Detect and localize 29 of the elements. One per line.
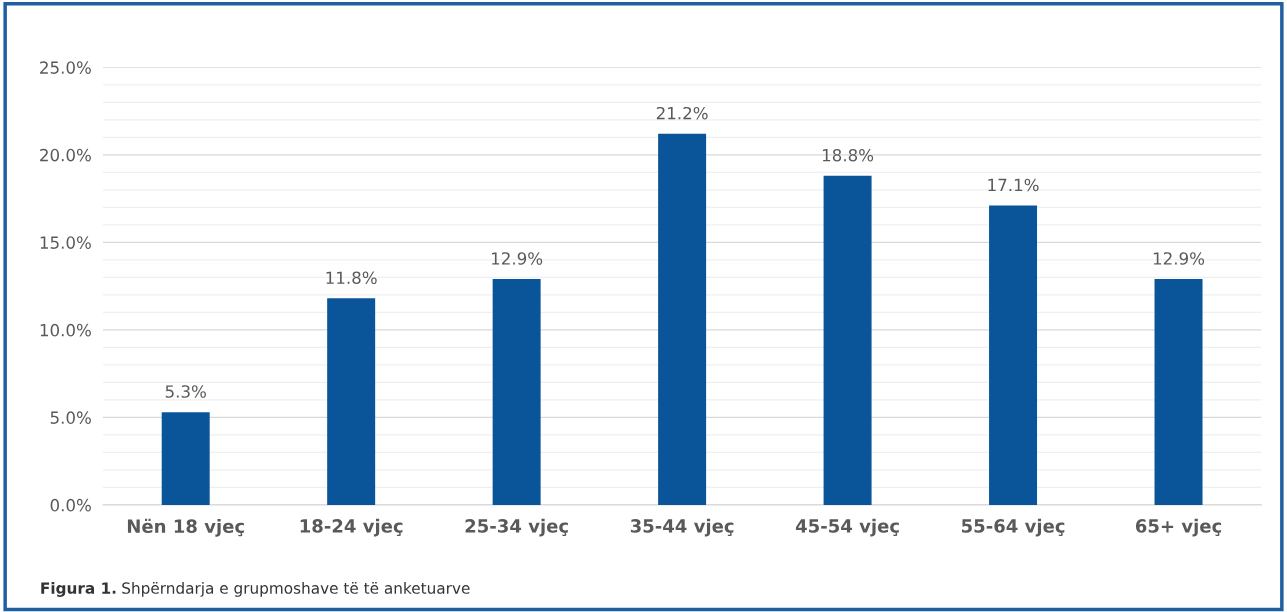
y-tick-label: 10.0% xyxy=(40,323,91,337)
data-label: 12.9% xyxy=(492,252,543,265)
x-tick-label: 45-54 vjeç xyxy=(795,518,899,537)
x-tick-label: Nën 18 vjeç xyxy=(127,518,244,537)
x-tick-label: 55-64 vjeç xyxy=(961,518,1065,537)
text: Shpërndarja e grupmoshave të të anketuarve xyxy=(122,582,470,597)
bar xyxy=(327,298,376,505)
y-tick-label: 20.0% xyxy=(40,148,91,162)
y-tick-label: 5.0% xyxy=(50,411,91,424)
data-label: 11.8% xyxy=(326,271,377,285)
x-tick-label: 35-44 vjeç xyxy=(630,518,734,537)
y-tick-label: 15.0% xyxy=(40,236,91,249)
text: Figura 1. xyxy=(41,582,116,597)
bar xyxy=(492,279,541,505)
bar xyxy=(1154,279,1203,505)
x-tick-label: 25-34 vjeç xyxy=(465,518,568,537)
bar xyxy=(989,205,1038,505)
y-tick-label: 0.0% xyxy=(50,498,91,512)
x-tick-label: 18-24 vjeç xyxy=(300,518,403,537)
bar xyxy=(823,175,872,505)
data-label: 21.2% xyxy=(656,106,708,120)
bar xyxy=(658,133,707,505)
data-label: 5.3% xyxy=(165,385,206,398)
data-label: 12.9% xyxy=(1153,252,1205,265)
data-label: 17.1% xyxy=(988,178,1039,192)
data-label: 18.8% xyxy=(822,148,874,162)
x-tick-label: 65+ vjeç xyxy=(1135,518,1222,537)
y-tick-label: 25.0% xyxy=(40,61,91,74)
bar xyxy=(161,412,210,505)
